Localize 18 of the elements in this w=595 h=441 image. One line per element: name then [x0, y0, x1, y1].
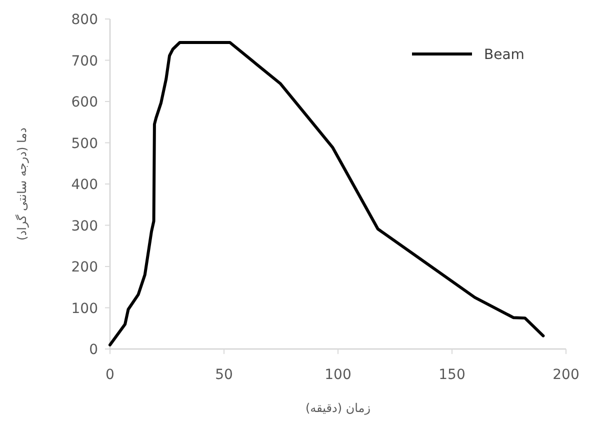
x-tick-label: 150	[438, 367, 466, 383]
y-tick-label: 200	[71, 260, 98, 276]
y-axis-title: دما (درجه سانتی گراد)	[15, 128, 29, 240]
y-tick-label: 300	[71, 218, 98, 234]
x-tick-label: 50	[215, 367, 233, 383]
y-tick-label: 800	[71, 12, 98, 28]
y-tick-label: 600	[71, 94, 98, 110]
y-tick-label: 700	[71, 53, 98, 70]
x-tick-label: 0	[106, 367, 114, 383]
x-tick-label: 200	[552, 367, 580, 383]
line-series	[108, 41, 545, 346]
y-tick-label: 400	[71, 177, 98, 193]
y-tick-label: 0	[89, 342, 98, 358]
x-axis-title: زمان (دقیقه)	[305, 401, 371, 415]
legend-label: Beam	[484, 47, 524, 63]
x-tick-label: 100	[324, 367, 352, 383]
y-tick-label: 100	[71, 300, 98, 317]
y-tick-label: 500	[71, 136, 98, 152]
